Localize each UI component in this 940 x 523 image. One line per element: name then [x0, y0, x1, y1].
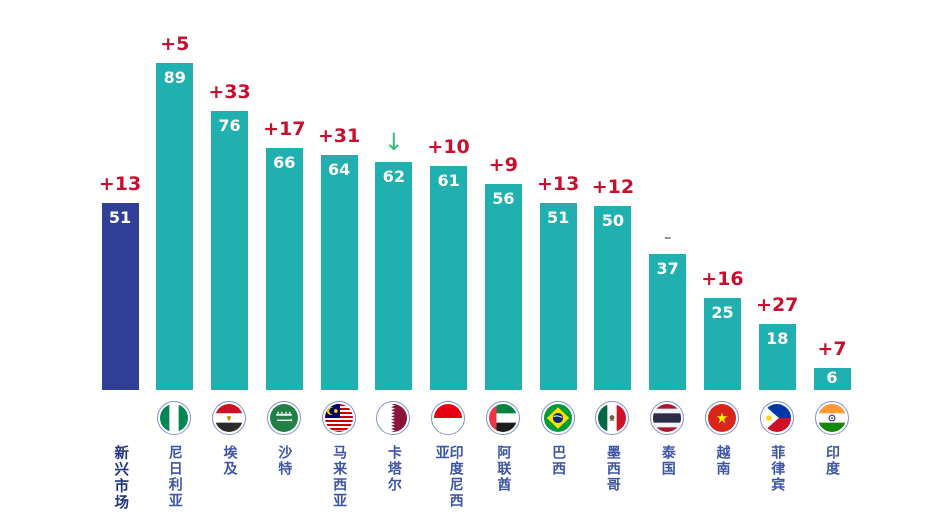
country-label: 越南 — [714, 445, 731, 477]
bar-value: 37 — [656, 259, 679, 279]
bar: 66 — [265, 147, 303, 390]
country-label: 新兴市场 — [112, 445, 129, 511]
bar: 64 — [320, 154, 358, 390]
flag-ring — [212, 401, 247, 435]
india-flag-icon — [817, 404, 846, 432]
nigeria-flag-icon — [160, 404, 189, 432]
bar-group: – 37 泰国 — [649, 0, 687, 523]
flag-ring — [376, 401, 411, 435]
bar-value: 56 — [492, 189, 515, 209]
bar-value: 76 — [218, 115, 241, 135]
change-label: +16 — [701, 268, 744, 291]
philippines-flag-icon — [762, 404, 791, 432]
flag-ring — [485, 401, 520, 435]
flag-ring — [814, 401, 849, 435]
country-label: 尼日利亚 — [166, 445, 183, 509]
flag-ring — [266, 401, 301, 435]
bar-highlight: 51 — [101, 202, 139, 390]
bar-value: 62 — [382, 167, 405, 187]
vietnam-flag-icon — [707, 404, 736, 432]
flag-ring — [704, 401, 739, 435]
mexico-flag-icon — [598, 404, 627, 432]
bar-group: +17 66 沙特 — [263, 0, 306, 523]
change-down-arrow-icon: ↓ — [383, 127, 404, 156]
country-label: 埃及 — [221, 445, 238, 477]
change-label: +12 — [591, 176, 635, 199]
flag-ring — [321, 401, 356, 435]
bar-value: 89 — [163, 68, 186, 87]
bar: 76 — [211, 110, 249, 390]
bar: 50 — [594, 206, 632, 390]
country-label: 巴西 — [550, 445, 567, 477]
flag-ring — [431, 401, 466, 435]
change-label: +7 — [817, 337, 847, 360]
bar-group: +7 6 印度 — [813, 0, 851, 523]
country-label: 印度尼西亚 — [433, 445, 464, 509]
bar-group: +16 25 越南 — [701, 0, 744, 523]
bar-value: 66 — [273, 152, 296, 172]
thailand-flag-icon — [653, 404, 682, 432]
qatar-flag-icon — [379, 404, 408, 432]
indonesia-flag-icon — [434, 404, 463, 432]
bar-group: +13 51 巴西 — [536, 0, 580, 523]
country-label: 卡塔尔 — [385, 445, 402, 493]
bar-value: 25 — [711, 303, 734, 323]
bar-group: +12 50 墨西哥 — [591, 0, 635, 523]
bar-value: 51 — [547, 207, 570, 227]
change-label: +31 — [317, 124, 361, 147]
country-label: 菲律宾 — [769, 445, 786, 493]
bar-group: +5 89 尼日利亚 — [156, 0, 194, 523]
bar-group: +9 56 阿联酋 — [484, 0, 522, 523]
saudi-flag-icon — [269, 404, 298, 432]
bar: 37 — [649, 254, 687, 390]
bar-group: +27 18 菲律宾 — [756, 0, 799, 523]
change-label: +5 — [160, 33, 190, 55]
bar-value: 50 — [601, 211, 625, 231]
change-label: +33 — [208, 80, 251, 103]
bar: 62 — [375, 162, 413, 390]
bar-group: ↓ 62 卡塔尔 — [375, 0, 413, 523]
change-label: +13 — [98, 172, 142, 195]
flag-ring — [759, 401, 794, 435]
country-label: 印度 — [824, 445, 840, 477]
bar: 18 — [758, 323, 796, 390]
country-label: 阿联酋 — [495, 445, 512, 493]
bar: 89 — [156, 63, 194, 390]
malaysia-flag-icon — [324, 404, 353, 432]
bar-value: 6 — [826, 367, 838, 387]
change-label: +17 — [263, 117, 306, 140]
brazil-flag-icon — [543, 404, 572, 432]
country-label: 泰国 — [659, 445, 676, 477]
change-label: +13 — [536, 172, 580, 195]
bar-group: +10 61 印度尼西亚 — [427, 0, 470, 523]
uae-flag-icon — [488, 404, 517, 432]
flag-ring — [595, 401, 630, 435]
bar-value: 64 — [327, 159, 351, 179]
bar: 56 — [484, 184, 522, 390]
bar-value: 51 — [108, 207, 132, 227]
change-label: +9 — [488, 154, 518, 177]
bar-value: 18 — [766, 328, 789, 348]
bar-group: +33 76 埃及 — [208, 0, 251, 523]
flag-ring — [157, 401, 192, 435]
flag-ring — [650, 401, 685, 435]
bar: 25 — [703, 298, 741, 390]
bar-value: 61 — [437, 170, 460, 190]
country-label: 墨西哥 — [604, 445, 621, 493]
country-label: 沙特 — [276, 445, 293, 477]
change-label: +10 — [427, 135, 470, 158]
egypt-flag-icon — [215, 404, 244, 432]
bar: 6 — [813, 367, 851, 390]
flag-ring — [540, 401, 575, 435]
change-flat-dash: – — [663, 228, 672, 247]
bar: 51 — [539, 202, 577, 390]
change-label: +27 — [756, 293, 799, 316]
country-label: 马来西亚 — [331, 445, 348, 509]
bar-group: +31 64 马来西亚 — [317, 0, 361, 523]
bar-group: +13 51 新兴市场 — [98, 0, 142, 523]
bar: 61 — [430, 165, 468, 390]
